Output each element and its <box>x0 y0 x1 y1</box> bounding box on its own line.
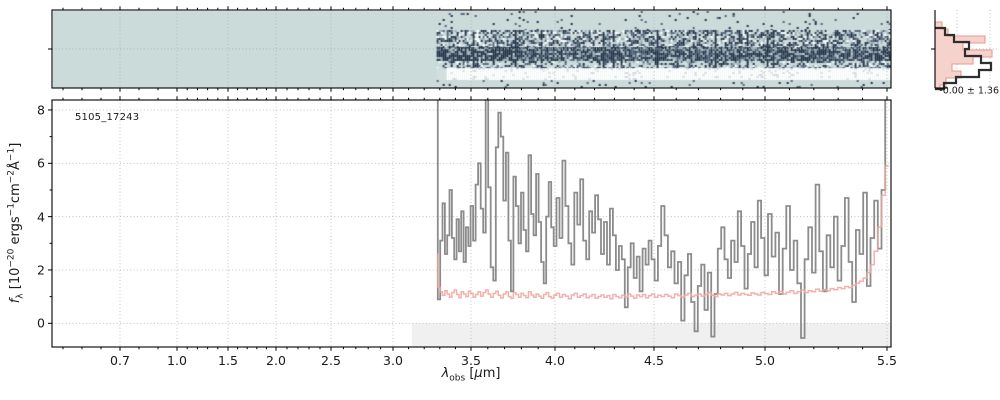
x-tick-label: 0.7 <box>110 353 130 368</box>
x-tick-label: 5.5 <box>877 353 897 368</box>
wavelength-coverage-shade <box>411 323 891 347</box>
x-tick-label: 3.0 <box>383 353 403 368</box>
y-tick-label: 8 <box>37 102 45 118</box>
flux-spectrum-line <box>436 100 889 339</box>
lambda-symbol: λ <box>441 366 450 381</box>
x-axis-label: λobs [μm] <box>441 366 501 384</box>
x-tick-label: 3.5 <box>461 353 481 368</box>
uncertainty-line <box>436 165 889 300</box>
x-tick-label: 1.0 <box>167 353 187 368</box>
y-tick-label: 2 <box>37 262 45 278</box>
x-tick-label: 5.0 <box>755 353 775 368</box>
x-tick-label: 2.5 <box>321 353 341 368</box>
x-tick-label: 1.5 <box>218 353 238 368</box>
y-axis-label: fλ [10−20 ergs−1cm−2Å−1] <box>6 142 26 304</box>
x-tick-label: 4.5 <box>644 353 664 368</box>
panel-main-frame <box>51 99 892 348</box>
histogram-stats-annotation: -0.00 ± 1.36 <box>939 85 999 97</box>
y-tick-label: 0 <box>37 315 45 331</box>
hist-uncertainty-steps <box>934 21 993 90</box>
y-tick-label: 6 <box>37 155 45 171</box>
y-tick-label: 4 <box>37 209 45 225</box>
spectrum-2d-image <box>53 11 891 88</box>
x-tick-label: 4.0 <box>545 353 565 368</box>
source-id-label: 5105_17243 <box>75 112 140 123</box>
hist-data-steps <box>935 26 993 91</box>
x-tick-label: 2.0 <box>266 353 286 368</box>
